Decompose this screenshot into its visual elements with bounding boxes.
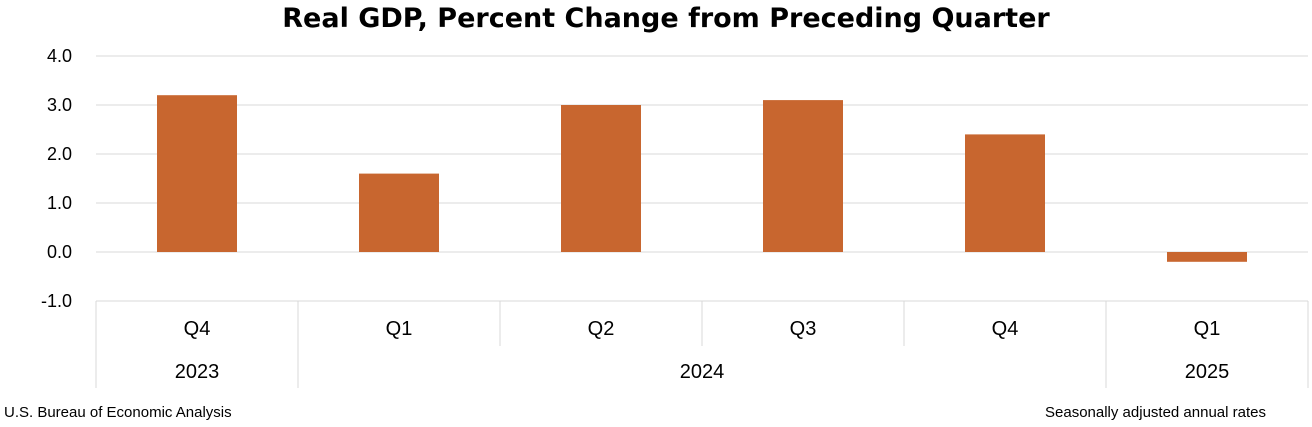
category-label: Q4: [184, 318, 211, 340]
source-note: U.S. Bureau of Economic Analysis: [4, 404, 232, 421]
year-label: 2025: [1185, 361, 1230, 383]
gridlines: [96, 55, 1308, 302]
category-label: Q3: [790, 318, 817, 340]
y-tick-label: -1.0: [41, 291, 72, 311]
bar: [561, 105, 641, 252]
bar: [763, 100, 843, 252]
category-label: Q1: [386, 318, 413, 340]
bar: [1167, 252, 1247, 262]
rates-note: Seasonally adjusted annual rates: [1045, 404, 1266, 421]
y-tick-label: 2.0: [47, 144, 72, 164]
y-tick-label: 3.0: [47, 95, 72, 115]
bar: [359, 173, 439, 252]
bars: [157, 95, 1247, 262]
y-tick-label: 1.0: [47, 193, 72, 213]
category-label: Q4: [992, 318, 1019, 340]
category-label: Q2: [588, 318, 615, 340]
x-axis: Q4 Q1 Q2 Q3 Q4 Q1 2023 2024 2025: [95, 301, 1309, 388]
y-tick-label: 4.0: [47, 46, 72, 66]
bar: [157, 95, 237, 252]
year-label: 2023: [175, 361, 220, 383]
year-label: 2024: [680, 361, 725, 383]
bar: [965, 134, 1045, 252]
y-axis: 4.0 3.0 2.0 1.0 0.0 -1.0: [41, 46, 72, 311]
chart-title: Real GDP, Percent Change from Preceding …: [282, 3, 1050, 34]
y-tick-label: 0.0: [47, 242, 72, 262]
category-label: Q1: [1194, 318, 1221, 340]
